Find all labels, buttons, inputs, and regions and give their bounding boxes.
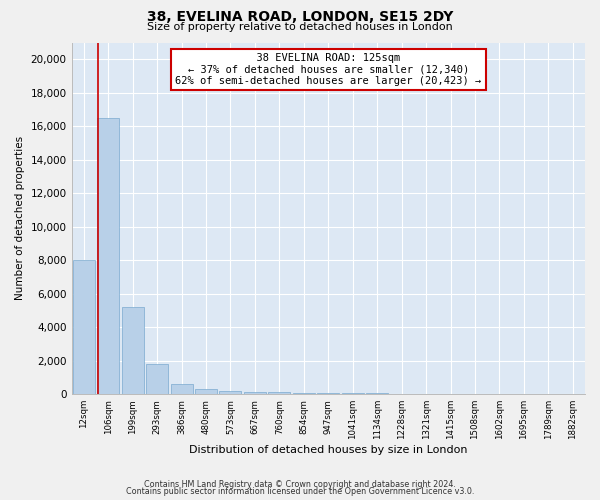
Text: Contains public sector information licensed under the Open Government Licence v3: Contains public sector information licen… [126,488,474,496]
Text: 38 EVELINA ROAD: 125sqm  
← 37% of detached houses are smaller (12,340)
62% of s: 38 EVELINA ROAD: 125sqm ← 37% of detache… [175,53,481,86]
Bar [220,391,241,394]
Bar [342,393,364,394]
Y-axis label: Number of detached properties: Number of detached properties [15,136,25,300]
Bar [170,384,193,394]
X-axis label: Distribution of detached houses by size in London: Distribution of detached houses by size … [189,445,467,455]
Bar [122,307,143,394]
Bar [268,392,290,394]
Bar [317,393,339,394]
Bar [146,364,168,394]
Bar [195,388,217,394]
Text: Size of property relative to detached houses in London: Size of property relative to detached ho… [147,22,453,32]
Bar [97,118,119,394]
Bar [244,392,266,394]
Bar [73,260,95,394]
Text: 38, EVELINA ROAD, LONDON, SE15 2DY: 38, EVELINA ROAD, LONDON, SE15 2DY [147,10,453,24]
Bar [293,392,315,394]
Text: Contains HM Land Registry data © Crown copyright and database right 2024.: Contains HM Land Registry data © Crown c… [144,480,456,489]
